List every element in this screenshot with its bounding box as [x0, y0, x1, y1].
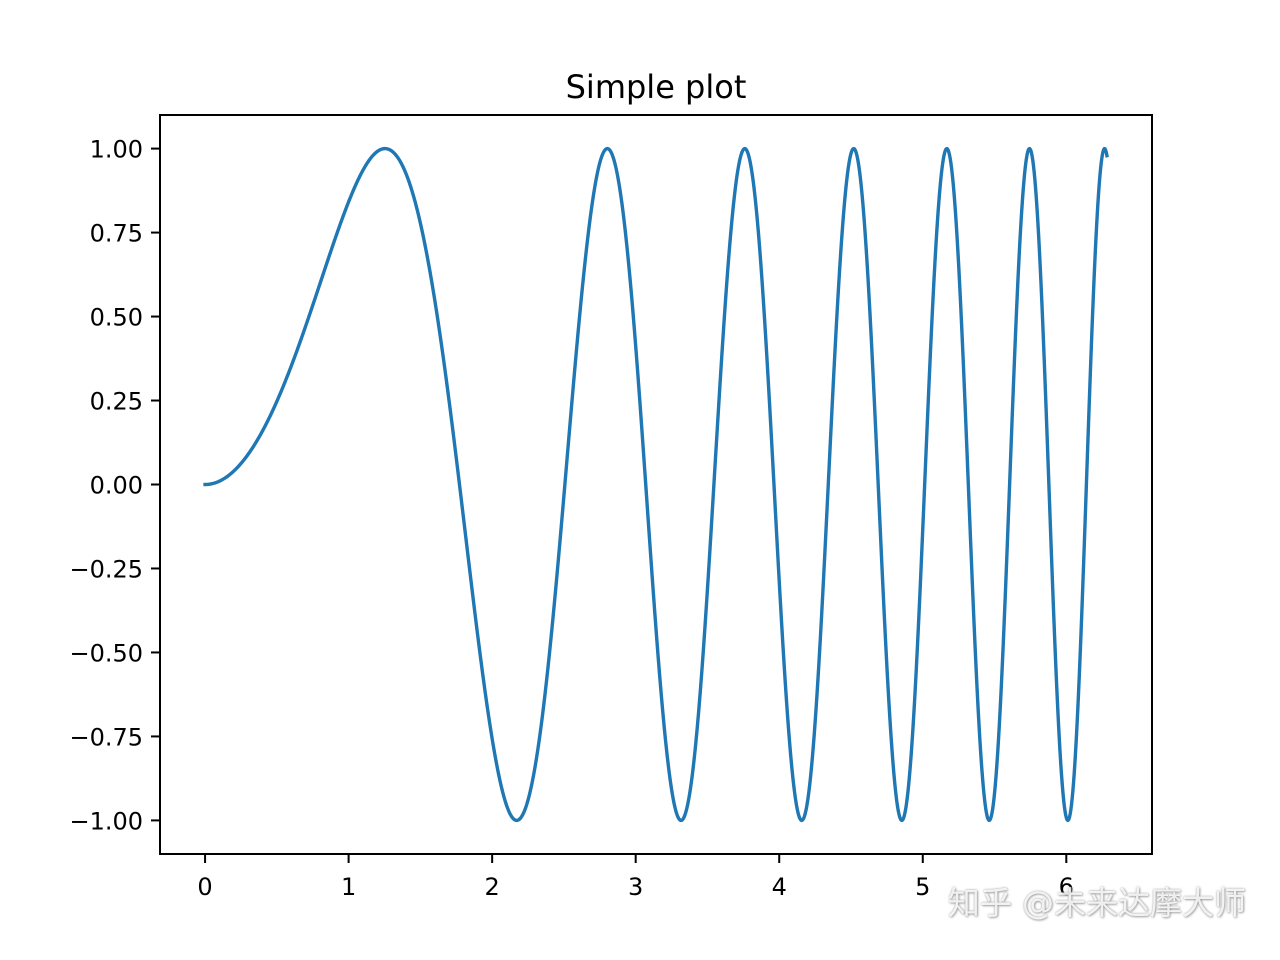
x-axis: 0 1 2 3 4 5 6	[197, 854, 1074, 901]
y-tick-label: −0.50	[69, 639, 143, 667]
y-tick-label: −0.75	[69, 723, 143, 751]
x-tick-label: 4	[772, 873, 787, 901]
watermark: 知乎 @未来达摩大师	[947, 884, 1246, 922]
y-tick-label: −0.25	[69, 555, 143, 583]
x-tick-label: 1	[341, 873, 356, 901]
x-tick-label: 5	[915, 873, 930, 901]
chart-title: Simple plot	[566, 68, 747, 106]
y-tick-label: 0.00	[90, 472, 143, 500]
x-tick-label: 6	[1059, 873, 1074, 901]
y-tick-label: 1.00	[90, 136, 143, 164]
x-tick-label: 3	[628, 873, 643, 901]
series-line-0	[203, 146, 1109, 823]
y-axis: 1.00 0.75 0.50 0.25 0.00 −0.25 −0.50 −0.75 −1.00	[69, 136, 160, 835]
axes-frame	[159, 114, 1153, 855]
x-tick-label: 2	[485, 873, 500, 901]
y-tick-label: −1.00	[69, 807, 143, 835]
y-tick-label: 0.75	[90, 220, 143, 248]
y-tick-label: 0.50	[90, 304, 143, 332]
series-layer	[203, 146, 1109, 823]
y-tick-label: 0.25	[90, 388, 143, 416]
x-tick-label: 0	[197, 873, 212, 901]
